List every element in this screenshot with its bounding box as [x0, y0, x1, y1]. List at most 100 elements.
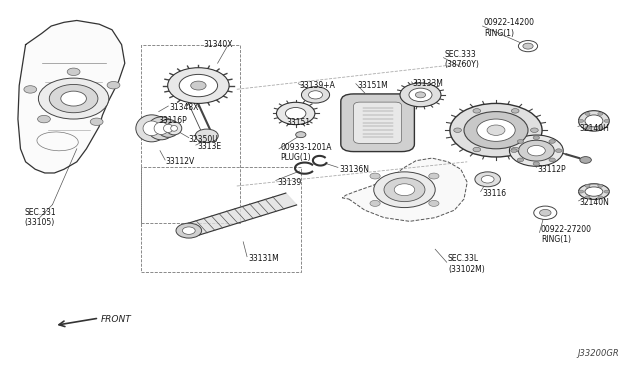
Text: 3313E: 3313E	[197, 142, 221, 151]
Circle shape	[168, 68, 229, 103]
Circle shape	[90, 118, 103, 125]
Text: 33139: 33139	[277, 178, 301, 187]
FancyBboxPatch shape	[354, 102, 402, 143]
Text: 33151: 33151	[286, 118, 310, 127]
Ellipse shape	[148, 117, 175, 140]
Text: 00922-14200
RING(1): 00922-14200 RING(1)	[484, 18, 535, 38]
Circle shape	[585, 112, 590, 115]
Circle shape	[598, 184, 603, 187]
Circle shape	[38, 78, 109, 119]
Circle shape	[585, 184, 590, 187]
Text: 33133M: 33133M	[413, 79, 444, 88]
Circle shape	[533, 136, 540, 140]
Text: J33200GR: J33200GR	[578, 349, 620, 358]
Text: SEC.331
(33105): SEC.331 (33105)	[24, 208, 56, 227]
Circle shape	[549, 158, 556, 162]
Circle shape	[450, 103, 542, 157]
Circle shape	[604, 190, 609, 193]
Text: 33112V: 33112V	[165, 157, 195, 166]
Text: 32140H: 32140H	[579, 124, 609, 133]
Circle shape	[429, 201, 439, 206]
Circle shape	[604, 119, 609, 122]
Circle shape	[394, 184, 415, 196]
Circle shape	[308, 91, 323, 99]
Circle shape	[370, 173, 380, 179]
Ellipse shape	[143, 121, 160, 136]
Circle shape	[400, 83, 441, 107]
Circle shape	[579, 190, 584, 193]
Circle shape	[518, 140, 554, 161]
Bar	[141, 167, 301, 272]
Text: 33151M: 33151M	[357, 81, 388, 90]
Circle shape	[454, 128, 461, 132]
Polygon shape	[18, 20, 125, 173]
Circle shape	[509, 135, 563, 166]
Circle shape	[473, 147, 481, 152]
Ellipse shape	[136, 115, 168, 142]
Circle shape	[511, 149, 517, 153]
Circle shape	[475, 172, 500, 187]
Ellipse shape	[579, 184, 609, 199]
Ellipse shape	[154, 122, 168, 135]
Circle shape	[415, 92, 426, 98]
Text: 33116: 33116	[482, 189, 506, 198]
Circle shape	[540, 209, 551, 216]
Text: 32350U: 32350U	[189, 135, 218, 144]
Circle shape	[24, 86, 36, 93]
FancyBboxPatch shape	[340, 94, 415, 152]
Circle shape	[487, 125, 505, 135]
Text: FRONT: FRONT	[101, 315, 132, 324]
Circle shape	[464, 112, 528, 149]
Ellipse shape	[585, 115, 603, 127]
Text: 31348X: 31348X	[170, 103, 199, 112]
Circle shape	[517, 158, 524, 162]
Circle shape	[38, 115, 51, 123]
Circle shape	[276, 102, 315, 125]
Circle shape	[533, 162, 540, 166]
Ellipse shape	[585, 187, 603, 196]
Circle shape	[580, 157, 591, 163]
Text: 33131M: 33131M	[248, 254, 279, 263]
Ellipse shape	[579, 111, 609, 131]
Text: 00922-27200
RING(1): 00922-27200 RING(1)	[541, 225, 592, 244]
Ellipse shape	[157, 119, 179, 137]
Text: 31340X: 31340X	[204, 40, 233, 49]
Circle shape	[296, 132, 306, 138]
Circle shape	[579, 119, 584, 122]
Ellipse shape	[171, 125, 177, 131]
Text: 33116P: 33116P	[158, 116, 187, 125]
Circle shape	[556, 149, 562, 153]
Circle shape	[517, 140, 524, 143]
Circle shape	[285, 108, 306, 119]
Circle shape	[523, 43, 533, 49]
Circle shape	[534, 206, 557, 219]
Circle shape	[191, 81, 206, 90]
Circle shape	[531, 128, 538, 132]
Circle shape	[107, 81, 120, 89]
Circle shape	[549, 140, 556, 143]
Circle shape	[527, 145, 545, 156]
Text: SEC.333
(38760Y): SEC.333 (38760Y)	[445, 50, 479, 69]
Circle shape	[409, 88, 432, 102]
Circle shape	[384, 178, 425, 202]
Circle shape	[473, 109, 481, 113]
Circle shape	[511, 109, 519, 113]
Text: 32140N: 32140N	[580, 198, 610, 207]
Circle shape	[511, 147, 519, 152]
Circle shape	[598, 196, 603, 199]
Circle shape	[374, 172, 435, 208]
Text: 33139+A: 33139+A	[300, 81, 335, 90]
Circle shape	[429, 173, 439, 179]
Text: 00933-1201A
PLUG(1): 00933-1201A PLUG(1)	[280, 143, 332, 162]
Circle shape	[67, 68, 80, 76]
Circle shape	[49, 84, 98, 113]
Ellipse shape	[164, 124, 173, 132]
Ellipse shape	[166, 122, 182, 135]
Text: 33112P: 33112P	[538, 165, 566, 174]
Polygon shape	[184, 193, 296, 237]
Circle shape	[61, 91, 86, 106]
Circle shape	[301, 87, 330, 103]
Circle shape	[179, 74, 218, 97]
Circle shape	[518, 41, 538, 52]
Circle shape	[195, 129, 218, 142]
